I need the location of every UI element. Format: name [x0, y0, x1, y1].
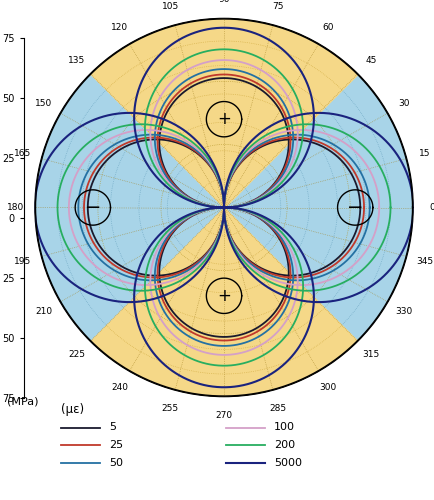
Text: 285: 285: [269, 404, 286, 413]
Text: +: +: [217, 110, 230, 128]
Text: 90: 90: [218, 0, 229, 4]
Text: (MPa): (MPa): [7, 397, 38, 407]
Text: 315: 315: [362, 350, 379, 359]
Text: 5000: 5000: [273, 458, 301, 468]
Text: 5: 5: [108, 422, 115, 432]
Text: 0: 0: [428, 203, 434, 212]
Text: 120: 120: [111, 22, 128, 32]
Text: 165: 165: [14, 149, 32, 158]
Text: 300: 300: [319, 384, 336, 392]
Text: 135: 135: [68, 56, 85, 65]
Text: 150: 150: [35, 99, 52, 108]
Text: 100: 100: [273, 422, 294, 432]
Text: 75: 75: [272, 2, 283, 11]
Text: +: +: [217, 287, 230, 305]
Text: 210: 210: [35, 307, 52, 316]
Text: 30: 30: [398, 99, 409, 108]
Text: 240: 240: [111, 384, 128, 392]
Text: −: −: [346, 198, 362, 217]
Text: 50: 50: [108, 458, 122, 468]
Text: 270: 270: [215, 411, 232, 420]
Text: 105: 105: [161, 2, 178, 11]
Text: 195: 195: [14, 257, 32, 266]
Text: (με): (με): [61, 402, 84, 415]
Text: 345: 345: [416, 257, 433, 266]
Text: −: −: [85, 198, 101, 217]
Text: 200: 200: [273, 440, 295, 450]
Text: 255: 255: [161, 404, 178, 413]
Text: 225: 225: [68, 350, 85, 359]
Text: 15: 15: [418, 149, 430, 158]
Text: 180: 180: [7, 203, 24, 212]
Text: 60: 60: [322, 22, 333, 32]
Text: 330: 330: [395, 307, 412, 316]
Text: 25: 25: [108, 440, 122, 450]
Text: 45: 45: [365, 56, 376, 65]
